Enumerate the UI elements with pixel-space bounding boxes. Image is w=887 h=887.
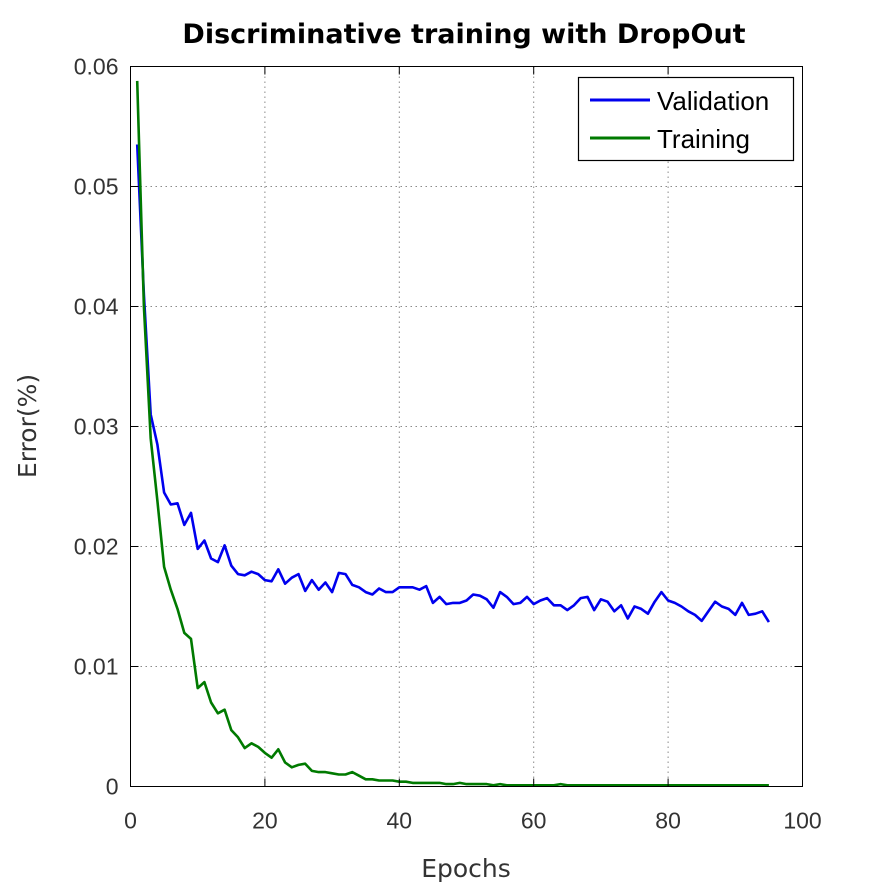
x-tick-label: 20 [252, 808, 278, 834]
x-tick-label: 0 [124, 808, 137, 834]
series-line-validation [137, 145, 769, 623]
y-tick-label: 0.05 [74, 174, 119, 200]
x-axis-label: Epochs [421, 854, 511, 883]
axis-ticks: 0 20 40 60 80 100 0 0.01 0.02 0.03 0.04 0.05 0.06 [74, 54, 822, 834]
y-tick-label: 0.03 [74, 414, 119, 440]
grid-lines [131, 67, 803, 787]
y-tick-label: 0 [106, 774, 119, 800]
legend-label-validation: Validation [657, 86, 769, 116]
legend: Validation Training [579, 78, 794, 161]
y-axis-label: Error(%) [13, 374, 42, 478]
x-tick-label: 40 [387, 808, 413, 834]
y-tick-label: 0.04 [74, 294, 119, 320]
y-tick-label: 0.01 [74, 654, 119, 680]
y-tick-label: 0.06 [74, 54, 119, 80]
x-tick-label: 100 [783, 808, 821, 834]
chart-title: Discriminative training with DropOut [182, 19, 745, 50]
x-tick-label: 80 [655, 808, 681, 834]
x-tick-label: 60 [521, 808, 547, 834]
legend-label-training: Training [657, 124, 750, 154]
y-tick-label: 0.02 [74, 534, 119, 560]
